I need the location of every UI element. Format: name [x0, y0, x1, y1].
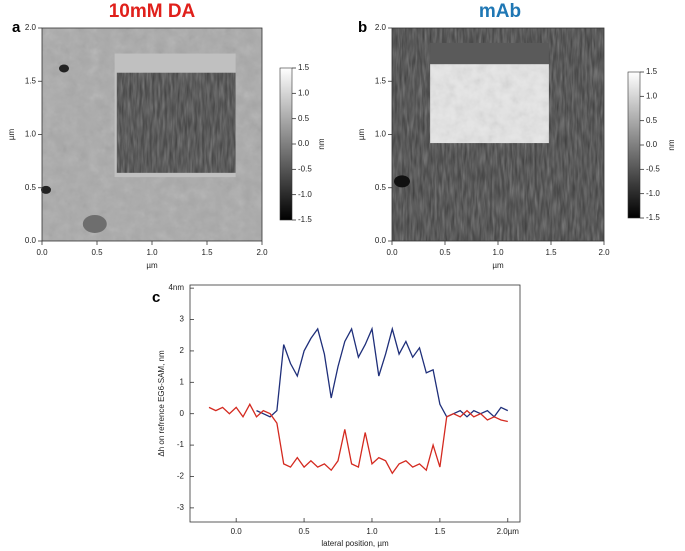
colorbar-tick-label: -0.5 — [298, 164, 312, 173]
x-tick-label: 1.0 — [366, 527, 378, 536]
y-tick-label: -3 — [177, 503, 185, 512]
x-tick-label: 0.5 — [439, 248, 451, 257]
x-tick-label: 2.0 — [256, 248, 268, 257]
x-tick-label: 0.0 — [36, 248, 48, 257]
y-tick-label: -2 — [177, 472, 185, 481]
y-tick-label: 2 — [180, 346, 185, 355]
colorbar-tick-label: 0.5 — [646, 116, 658, 125]
scan-noise — [116, 72, 236, 173]
colorbar-tick-label: 1.0 — [646, 91, 658, 100]
y-tick-label: 1 — [180, 377, 185, 386]
y-axis-label: Δh on refrence EG6-SAM, nm — [157, 350, 166, 457]
y-tick-label: 2.0 — [25, 23, 37, 32]
defect — [59, 64, 69, 73]
colorbar-tick-label: 0.0 — [646, 140, 658, 149]
colorbar — [627, 71, 641, 219]
defect — [41, 185, 51, 194]
y-axis-label: µm — [7, 129, 16, 141]
y-tick-label: 1.5 — [375, 76, 387, 85]
data-line — [208, 402, 508, 475]
colorbar-label: nm — [317, 138, 326, 149]
y-tick-label: 0.0 — [375, 236, 387, 245]
colorbar-label: nm — [667, 139, 676, 150]
colorbar-tick-label: -1.5 — [298, 215, 312, 224]
x-tick-label: 1.5 — [434, 527, 446, 536]
panel-title: 10mM DA — [109, 1, 196, 22]
x-tick-label: 1.0 — [146, 248, 158, 257]
y-tick-label: -1 — [177, 440, 185, 449]
y-axis-label: µm — [357, 129, 366, 141]
colorbar-tick-label: -1.0 — [646, 189, 660, 198]
y-tick-label: 1.0 — [375, 130, 387, 139]
x-tick-label: 1.5 — [545, 248, 557, 257]
colorbar-tick-label: -1.0 — [298, 190, 312, 199]
defect — [82, 214, 107, 233]
colorbar-tick-label: 0.0 — [298, 139, 310, 148]
colorbar — [279, 67, 293, 221]
defect — [394, 175, 410, 188]
scan-noise — [430, 64, 549, 144]
y-tick-label: 0.5 — [25, 183, 37, 192]
colorbar-tick-label: 0.5 — [298, 114, 310, 123]
y-tick-label: 0.0 — [25, 236, 37, 245]
panel-label: b — [358, 19, 367, 36]
y-tick-label: 2.0 — [375, 23, 387, 32]
x-axis-label: µm — [492, 261, 504, 270]
colorbar-tick-label: -1.5 — [646, 213, 660, 222]
x-tick-label: 0.5 — [299, 527, 311, 536]
x-tick-label: 0.0 — [231, 527, 243, 536]
colorbar-tick-label: 1.0 — [298, 88, 310, 97]
colorbar-tick-label: -0.5 — [646, 164, 660, 173]
y-tick-label: 0.5 — [375, 183, 387, 192]
panel-title: mAb — [479, 1, 521, 22]
y-tick-label: 4nm — [168, 283, 184, 292]
panel-label: a — [12, 19, 21, 36]
y-tick-label: 1.0 — [25, 130, 37, 139]
y-tick-label: 1.5 — [25, 76, 37, 85]
x-tick-label: 0.5 — [91, 248, 103, 257]
x-tick-label: 2.0µm — [497, 527, 520, 536]
panel-label: c — [152, 289, 160, 306]
x-tick-label: 2.0 — [598, 248, 610, 257]
x-tick-label: 0.0 — [386, 248, 398, 257]
y-tick-label: 0 — [180, 409, 185, 418]
y-tick-label: 3 — [180, 315, 185, 324]
x-axis-label: lateral position, µm — [321, 539, 389, 548]
x-tick-label: 1.5 — [201, 248, 213, 257]
data-line — [256, 326, 509, 418]
plot-frame — [189, 284, 521, 523]
colorbar-tick-label: 1.5 — [298, 63, 310, 72]
x-tick-label: 1.0 — [492, 248, 504, 257]
colorbar-tick-label: 1.5 — [646, 67, 658, 76]
x-axis-label: µm — [146, 261, 158, 270]
